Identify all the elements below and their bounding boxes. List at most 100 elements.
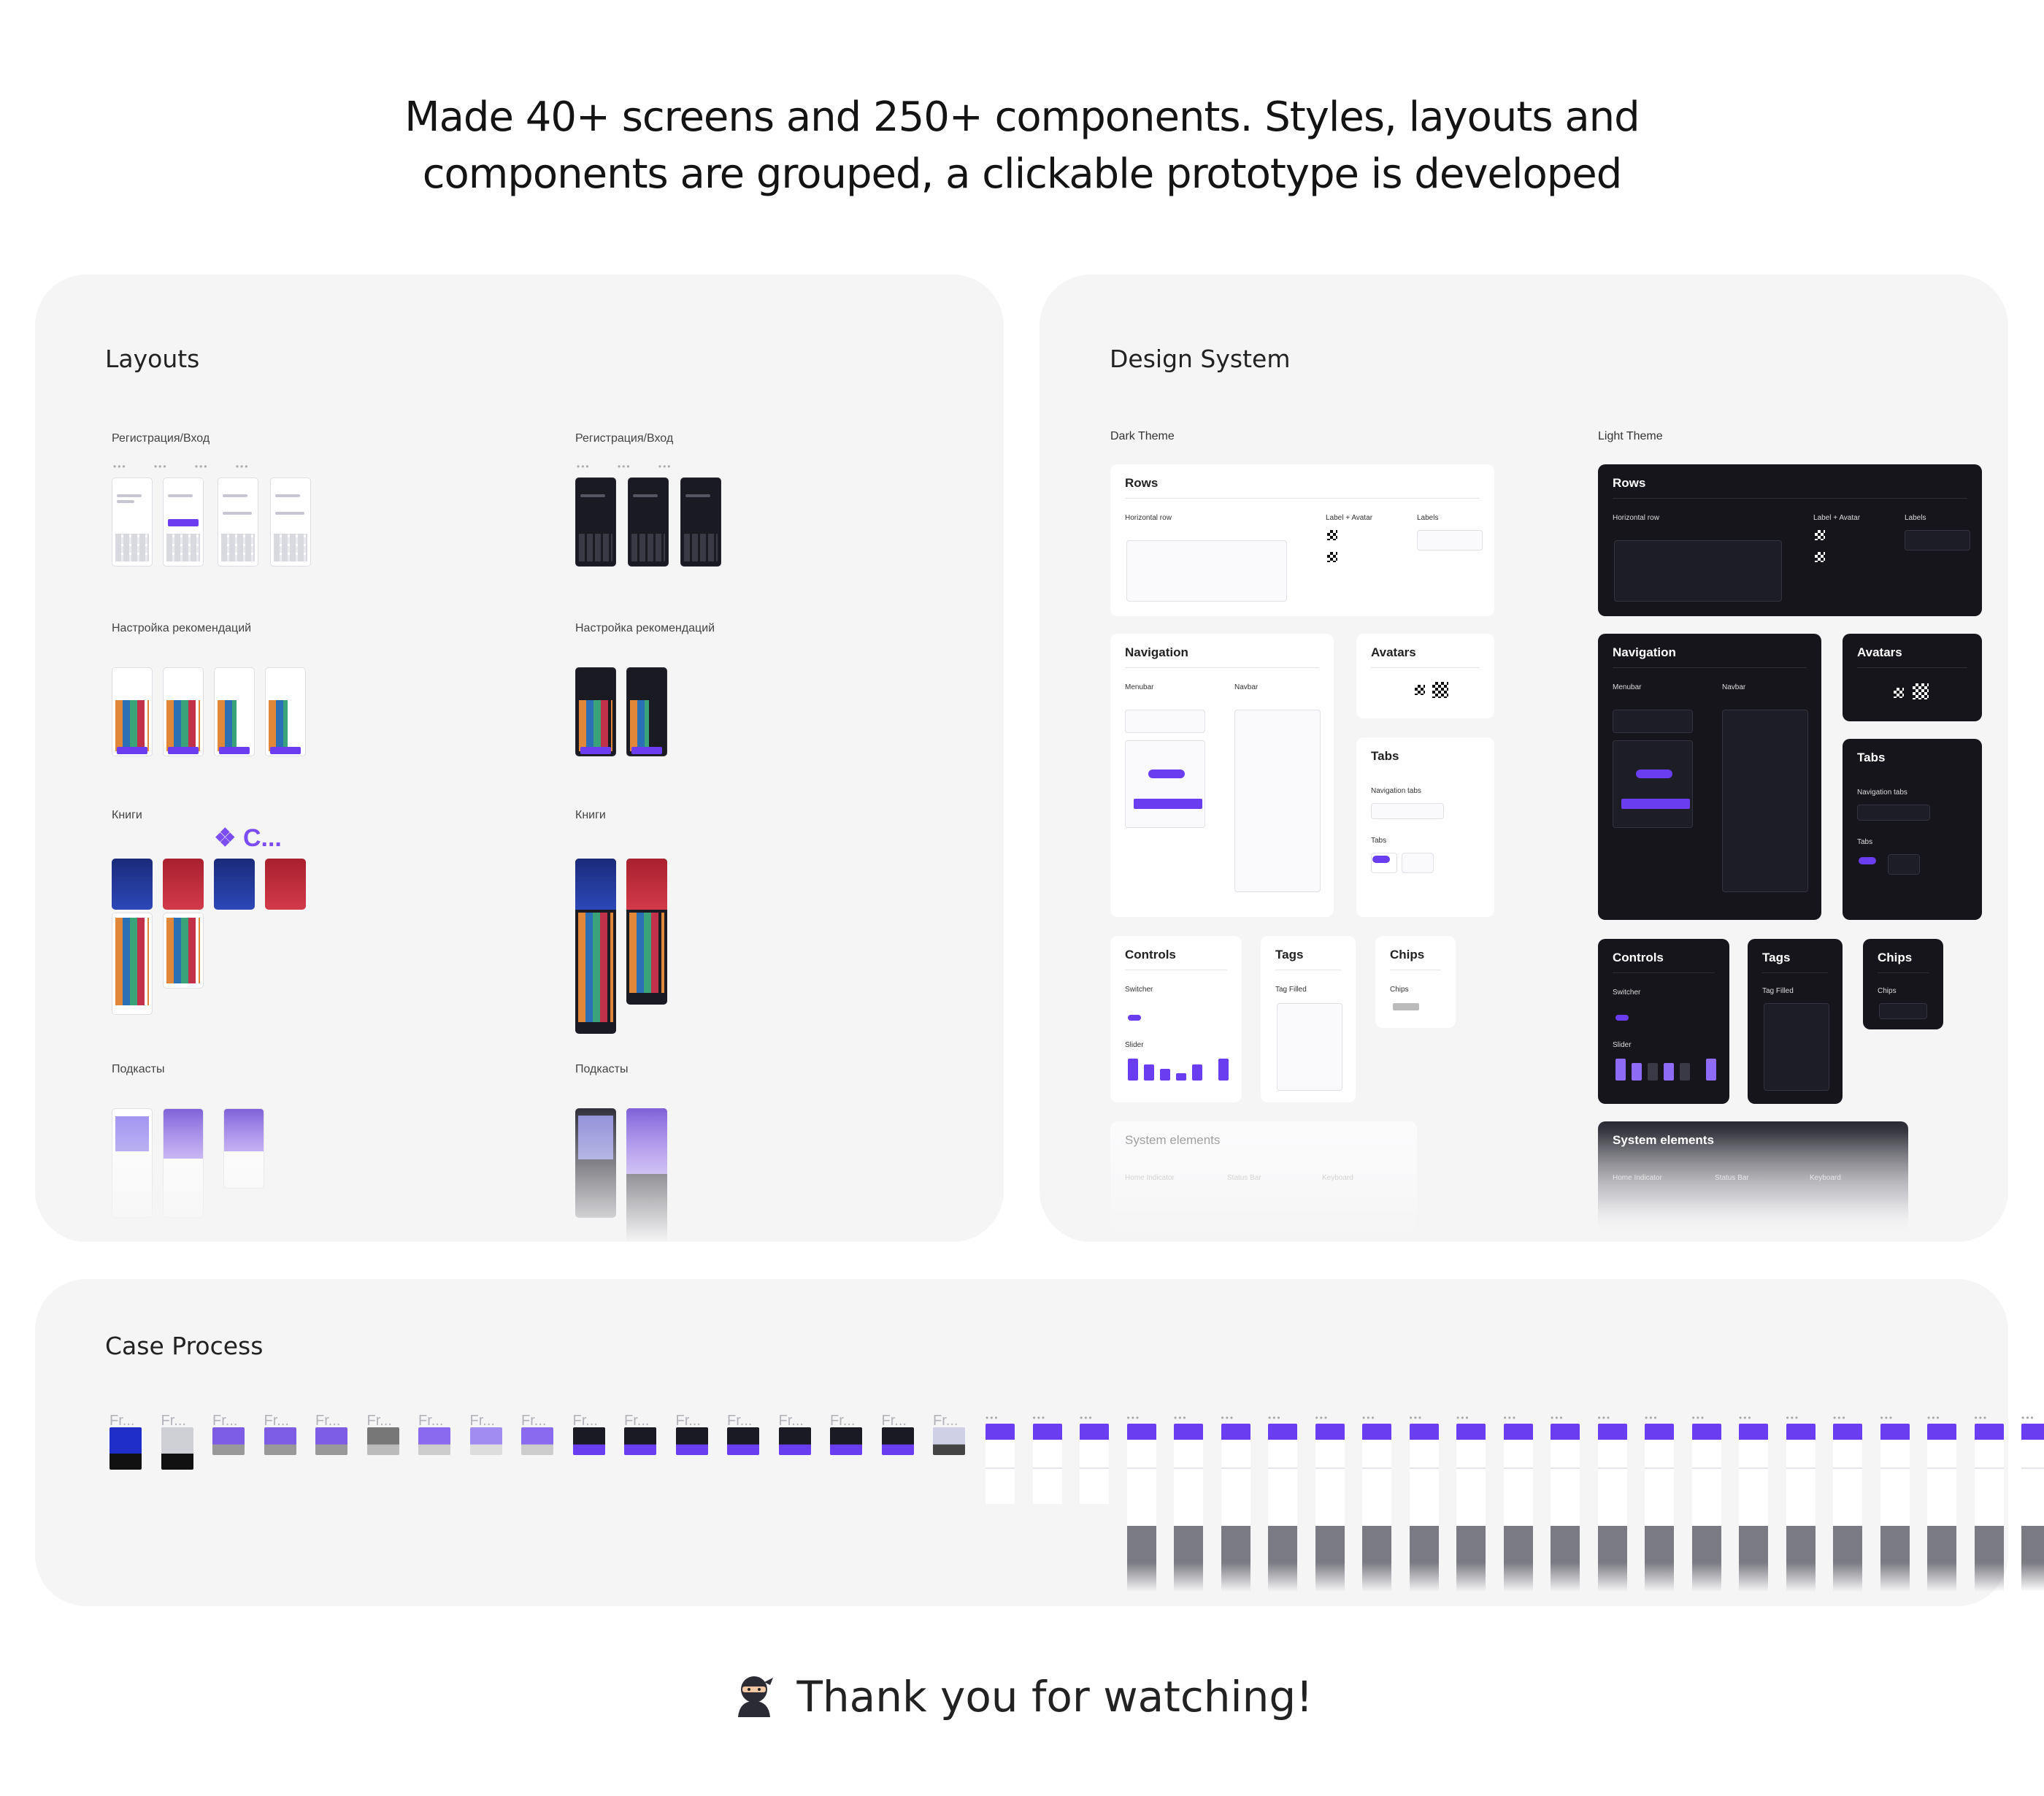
layout-screen[interactable] (163, 667, 204, 756)
frame-dots: ••• (1597, 1413, 1612, 1423)
system-elements-card-dark[interactable]: System elements Home Indicator Status Ba… (1598, 1121, 1908, 1231)
prototype-screen[interactable] (1268, 1424, 1297, 1592)
prototype-screen[interactable] (1927, 1424, 1956, 1592)
switcher-toggle[interactable] (1128, 1015, 1141, 1021)
prototype-screen[interactable] (1315, 1424, 1345, 1592)
frame-thumbnail[interactable] (881, 1427, 914, 1455)
tabs-card[interactable]: Tabs Navigation tabs Tabs (1356, 737, 1494, 917)
frame-thumbnail[interactable] (675, 1427, 708, 1455)
layout-screen[interactable] (575, 859, 616, 1034)
controls-card-dark[interactable]: Controls Switcher Slider (1598, 939, 1729, 1104)
prototype-screen[interactable] (1786, 1424, 1816, 1592)
layout-screen[interactable] (628, 477, 669, 567)
section-label-books-dark: Книги (575, 809, 606, 821)
prototype-screen[interactable] (1174, 1424, 1203, 1592)
prototype-screen[interactable] (986, 1424, 1015, 1504)
frame-thumbnail[interactable] (830, 1427, 862, 1455)
layout-screen[interactable] (270, 477, 311, 567)
layout-screen[interactable] (265, 667, 306, 756)
keyboard-label: Keyboard (1322, 1174, 1353, 1182)
navigation-card-dark[interactable]: Navigation Menubar Navbar (1598, 634, 1821, 920)
layout-screen[interactable] (626, 1108, 667, 1242)
prototype-screen[interactable] (1880, 1424, 1910, 1592)
layout-screen[interactable] (163, 477, 204, 567)
frame-dots: ••• (986, 1413, 999, 1423)
frame-thumbnail[interactable] (469, 1427, 502, 1455)
tabs-card-dark[interactable]: Tabs Navigation tabs Tabs (1843, 739, 1982, 920)
layout-screen[interactable] (680, 477, 721, 567)
prototype-screen[interactable] (1551, 1424, 1580, 1592)
frame-thumbnail[interactable] (624, 1427, 656, 1455)
frame-dots: ••• (1456, 1413, 1470, 1423)
frame-thumbnail[interactable] (110, 1427, 142, 1470)
frame-thumbnail[interactable] (521, 1427, 553, 1455)
frame-label: Fr... (727, 1413, 753, 1429)
layout-screen[interactable] (575, 1108, 616, 1218)
prototype-screen[interactable] (1456, 1424, 1486, 1592)
chips-card[interactable]: Chips Chips (1375, 936, 1456, 1028)
tabs-label: Tabs (1857, 838, 1873, 846)
frame-thumbnail[interactable] (315, 1427, 347, 1455)
controls-card[interactable]: Controls Switcher Slider (1110, 936, 1242, 1102)
prototype-screen[interactable] (1362, 1424, 1391, 1592)
layout-screen[interactable] (214, 667, 255, 756)
layout-screen[interactable] (223, 1108, 264, 1189)
prototype-screen[interactable] (1597, 1424, 1627, 1592)
layout-screen[interactable] (626, 859, 667, 1005)
labels-label: Labels (1905, 514, 1926, 522)
frame-label: Fr... (161, 1413, 186, 1429)
layout-screen[interactable] (626, 667, 667, 756)
frame-thumbnail[interactable] (264, 1427, 296, 1455)
layout-screen[interactable] (112, 913, 153, 1015)
navigation-card[interactable]: Navigation Menubar Navbar (1110, 634, 1334, 917)
frame-thumbnail[interactable] (727, 1427, 759, 1455)
frame-label: Fr... (315, 1413, 341, 1429)
prototype-screen[interactable] (1739, 1424, 1768, 1592)
frame-dots: ••• (1315, 1413, 1329, 1423)
tags-card[interactable]: Tags Tag Filled (1261, 936, 1356, 1102)
avatars-card[interactable]: Avatars (1356, 634, 1494, 718)
frame-thumbnail[interactable] (418, 1427, 450, 1455)
layout-screen[interactable] (575, 667, 616, 756)
prototype-screen[interactable] (1221, 1424, 1250, 1592)
frame-thumbnail[interactable] (161, 1427, 193, 1470)
prototype-screen[interactable] (1032, 1424, 1062, 1504)
layout-screen[interactable] (112, 477, 153, 567)
prototype-screen[interactable] (2021, 1424, 2044, 1592)
switcher-toggle[interactable] (1615, 1015, 1629, 1021)
chips-card-dark[interactable]: Chips Chips (1863, 939, 1943, 1029)
layout-screen[interactable] (163, 1108, 204, 1218)
layout-screen[interactable] (214, 859, 255, 910)
frame-thumbnail[interactable] (933, 1427, 965, 1455)
prototype-screen[interactable] (1409, 1424, 1439, 1592)
layout-screen[interactable] (112, 667, 153, 756)
layout-screen[interactable] (163, 913, 204, 989)
frame-thumbnail[interactable] (212, 1427, 245, 1455)
component-badge[interactable]: ❖ C... (214, 824, 282, 853)
layout-screen[interactable] (575, 477, 616, 567)
frame-thumbnail[interactable] (778, 1427, 811, 1455)
status-bar-label: Status Bar (1715, 1174, 1749, 1182)
layout-screen[interactable] (163, 859, 204, 910)
layout-screen[interactable] (112, 859, 153, 910)
layout-screen[interactable] (112, 1108, 153, 1218)
avatars-card-dark[interactable]: Avatars (1843, 634, 1982, 721)
prototype-screen[interactable] (1080, 1424, 1109, 1504)
layout-screen[interactable] (265, 859, 306, 910)
layout-screen[interactable] (218, 477, 258, 567)
rows-card-dark[interactable]: Rows Horizontal row Label + Avatar Label… (1598, 464, 1982, 616)
prototype-screen[interactable] (1503, 1424, 1533, 1592)
rows-card[interactable]: Rows Horizontal row Label + Avatar Label… (1110, 464, 1494, 616)
menubar-label: Menubar (1125, 683, 1154, 691)
prototype-screen[interactable] (1833, 1424, 1862, 1592)
frame-dots: ••• (1080, 1413, 1094, 1423)
prototype-screen[interactable] (1691, 1424, 1721, 1592)
prototype-screen[interactable] (1126, 1424, 1156, 1592)
prototype-screen[interactable] (1974, 1424, 2004, 1592)
prototype-screen[interactable] (1645, 1424, 1674, 1592)
frame-thumbnail[interactable] (366, 1427, 399, 1455)
frame-thumbnail[interactable] (572, 1427, 605, 1455)
frame-label: Fr... (572, 1413, 598, 1429)
tags-card-dark[interactable]: Tags Tag Filled (1748, 939, 1843, 1104)
system-elements-card[interactable]: System elements Home Indicator Status Ba… (1110, 1121, 1417, 1231)
